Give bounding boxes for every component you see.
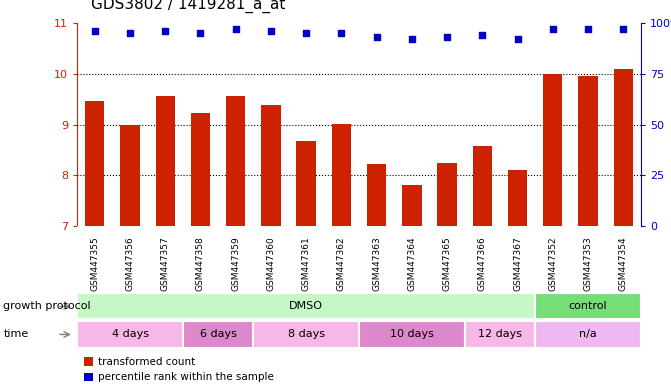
Point bbox=[125, 30, 136, 36]
Bar bbox=[613, 69, 633, 226]
Point bbox=[442, 34, 452, 40]
Text: transformed count: transformed count bbox=[98, 356, 195, 367]
Text: 6 days: 6 days bbox=[200, 329, 236, 339]
Text: GSM447359: GSM447359 bbox=[231, 236, 240, 291]
Point bbox=[301, 30, 311, 36]
Bar bbox=[226, 96, 246, 226]
Text: GSM447352: GSM447352 bbox=[548, 236, 557, 291]
Text: control: control bbox=[568, 301, 607, 311]
Point bbox=[582, 26, 593, 32]
Bar bbox=[191, 113, 210, 226]
Text: GSM447355: GSM447355 bbox=[91, 236, 99, 291]
Bar bbox=[578, 76, 598, 226]
Point bbox=[266, 28, 276, 34]
Bar bbox=[535, 321, 641, 348]
Text: GSM447353: GSM447353 bbox=[584, 236, 592, 291]
Point bbox=[160, 28, 170, 34]
Bar bbox=[359, 321, 464, 348]
Bar bbox=[331, 124, 351, 226]
Text: time: time bbox=[3, 329, 29, 339]
Point bbox=[371, 34, 382, 40]
Bar bbox=[261, 105, 280, 226]
Text: GSM447363: GSM447363 bbox=[372, 236, 381, 291]
Bar bbox=[535, 293, 641, 319]
Text: GSM447364: GSM447364 bbox=[407, 236, 416, 291]
Point bbox=[230, 26, 241, 32]
Point bbox=[618, 26, 629, 32]
Point bbox=[336, 30, 347, 36]
Text: percentile rank within the sample: percentile rank within the sample bbox=[98, 372, 274, 382]
Text: GSM447366: GSM447366 bbox=[478, 236, 486, 291]
Text: n/a: n/a bbox=[579, 329, 597, 339]
Bar bbox=[183, 321, 254, 348]
Text: GSM447358: GSM447358 bbox=[196, 236, 205, 291]
Point bbox=[407, 36, 417, 42]
Bar bbox=[367, 164, 386, 226]
Bar bbox=[77, 293, 535, 319]
Text: GSM447362: GSM447362 bbox=[337, 236, 346, 291]
Bar bbox=[254, 321, 359, 348]
Text: DMSO: DMSO bbox=[289, 301, 323, 311]
Bar bbox=[472, 146, 492, 226]
Text: GSM447357: GSM447357 bbox=[161, 236, 170, 291]
Point bbox=[89, 28, 100, 34]
Bar bbox=[464, 321, 535, 348]
Text: 4 days: 4 days bbox=[111, 329, 148, 339]
Text: GSM447361: GSM447361 bbox=[302, 236, 311, 291]
Text: 12 days: 12 days bbox=[478, 329, 522, 339]
Point bbox=[512, 36, 523, 42]
Bar bbox=[77, 321, 183, 348]
Text: GSM447367: GSM447367 bbox=[513, 236, 522, 291]
Text: 8 days: 8 days bbox=[288, 329, 325, 339]
Bar bbox=[508, 170, 527, 226]
Point bbox=[477, 32, 488, 38]
Text: growth protocol: growth protocol bbox=[3, 301, 91, 311]
Bar bbox=[437, 163, 457, 226]
Text: GSM447360: GSM447360 bbox=[266, 236, 275, 291]
Text: GSM447365: GSM447365 bbox=[443, 236, 452, 291]
Text: GSM447354: GSM447354 bbox=[619, 236, 627, 291]
Bar bbox=[402, 185, 421, 226]
Bar bbox=[156, 96, 175, 226]
Bar bbox=[85, 101, 105, 226]
Text: 10 days: 10 days bbox=[390, 329, 433, 339]
Point bbox=[195, 30, 206, 36]
Text: GDS3802 / 1419281_a_at: GDS3802 / 1419281_a_at bbox=[91, 0, 285, 13]
Bar bbox=[543, 74, 562, 226]
Point bbox=[548, 26, 558, 32]
Text: GSM447356: GSM447356 bbox=[125, 236, 134, 291]
Bar bbox=[297, 141, 316, 226]
Bar bbox=[120, 124, 140, 226]
